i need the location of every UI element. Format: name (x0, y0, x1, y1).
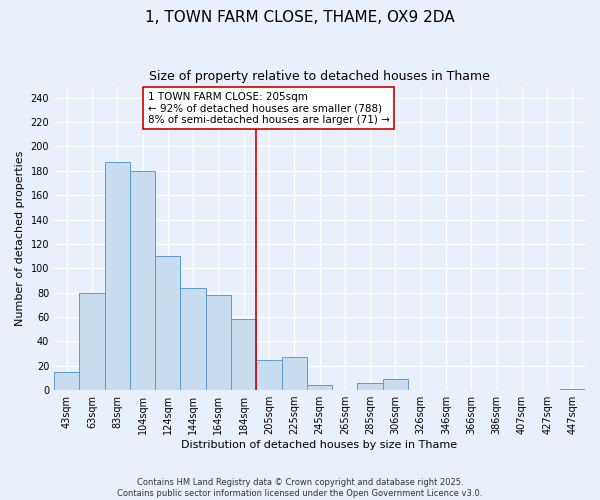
Bar (155, 256, 181, 390)
Text: Contains HM Land Registry data © Crown copyright and database right 2025.
Contai: Contains HM Land Registry data © Crown c… (118, 478, 482, 498)
Bar (206, 295, 231, 390)
Text: 1, TOWN FARM CLOSE, THAME, OX9 2DA: 1, TOWN FARM CLOSE, THAME, OX9 2DA (145, 10, 455, 25)
Bar (231, 320, 256, 390)
Bar (383, 379, 408, 390)
Bar (54, 372, 79, 390)
Title: Size of property relative to detached houses in Thame: Size of property relative to detached ho… (149, 70, 490, 83)
Bar (358, 383, 383, 390)
Bar (104, 162, 130, 390)
Y-axis label: Number of detached properties: Number of detached properties (15, 150, 25, 326)
Bar (130, 171, 155, 390)
Text: 1 TOWN FARM CLOSE: 205sqm
← 92% of detached houses are smaller (788)
8% of semi-: 1 TOWN FARM CLOSE: 205sqm ← 92% of detac… (148, 92, 389, 125)
X-axis label: Distribution of detached houses by size in Thame: Distribution of detached houses by size … (181, 440, 458, 450)
Bar (307, 385, 332, 390)
Bar (256, 360, 281, 390)
Bar (560, 389, 585, 390)
Bar (281, 357, 307, 390)
Bar (181, 288, 206, 390)
Bar (79, 292, 104, 390)
